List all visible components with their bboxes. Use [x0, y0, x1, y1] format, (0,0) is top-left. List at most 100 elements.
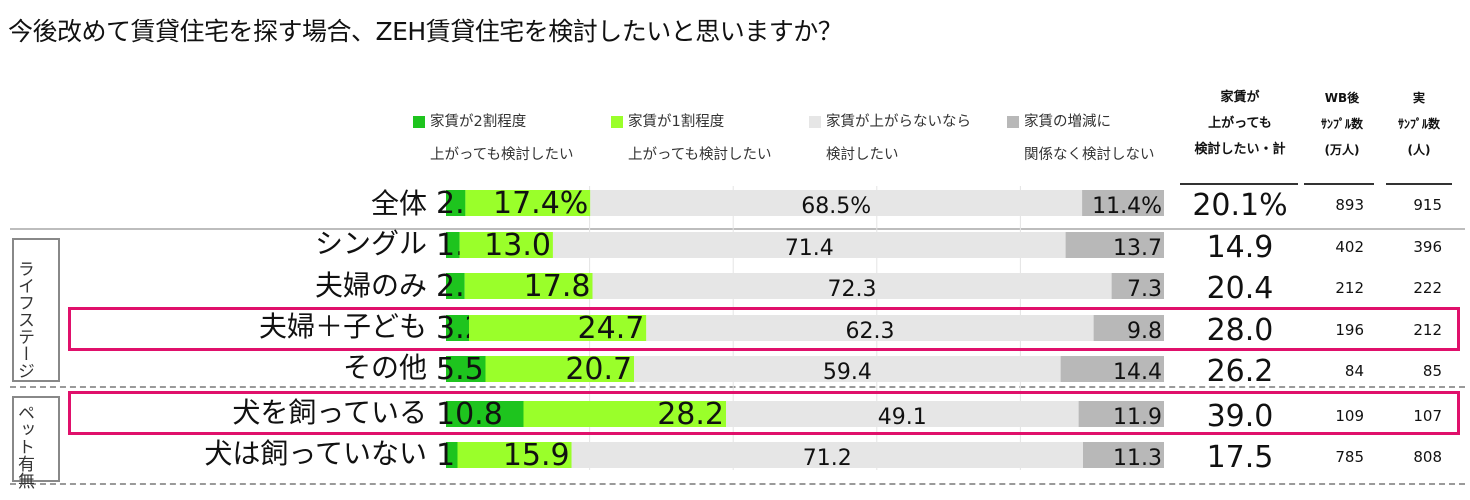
bar-value-label: 59.4	[823, 360, 872, 385]
bar-segment	[1093, 315, 1164, 341]
bar-segment	[446, 356, 486, 382]
wb-sample-value: 196	[1335, 321, 1364, 339]
bar-segment	[446, 273, 465, 299]
row-label-single: シングル	[314, 227, 427, 260]
bar-segment	[446, 442, 458, 468]
bar-value-label: 10.8	[436, 397, 503, 432]
bar-segment	[726, 401, 1079, 427]
legend-label-3a: 家賃が上がらないなら	[826, 114, 971, 130]
sum-value: 20.1%	[1192, 188, 1287, 223]
sum-column-header: 家賃が 上がっても 検討したい・計	[1180, 85, 1300, 163]
sum-header-line2: 上がっても	[1208, 116, 1272, 131]
real-sample-value: 222	[1413, 279, 1442, 297]
sum-value: 28.0	[1207, 313, 1274, 348]
bar-value-label: 71.2	[803, 446, 852, 471]
life-stage-group-label: ライフステージ	[14, 260, 34, 379]
bar-segment	[553, 232, 1066, 258]
bar-value-label: 49.1	[878, 405, 927, 430]
row-label-no-dog: 犬は飼っていない	[204, 437, 427, 470]
highlight-couple-kids-row	[68, 307, 1460, 351]
bar-value-label: 20.7	[565, 352, 632, 387]
row-label-total: 全体	[370, 187, 427, 220]
bar-segment	[590, 190, 1083, 216]
bar-segment	[459, 232, 553, 258]
real-column-rule	[1386, 183, 1452, 185]
row-label-other: その他	[342, 351, 427, 384]
legend-label-1a: 家賃が2割程度	[430, 114, 527, 130]
divider-after-total	[10, 228, 1465, 230]
pet-group-box: ペット有無	[12, 396, 60, 489]
bar-segment	[485, 356, 635, 382]
bar-segment	[464, 273, 593, 299]
legend-label-4a: 家賃の増減に	[1024, 114, 1111, 130]
legend-label-2a: 家賃が1割程度	[628, 114, 725, 130]
real-column-header: 実 ｻﾝﾌﾟﾙ数 (人)	[1384, 85, 1454, 163]
bar-value-label: 13.0	[484, 228, 551, 263]
bar-segment	[1060, 356, 1164, 382]
sum-value: 17.5	[1207, 440, 1274, 475]
bar-segment	[469, 315, 647, 341]
sum-header-line1: 家賃が	[1220, 90, 1260, 105]
real-sample-value: 915	[1413, 196, 1442, 214]
bar-value-label: 72.3	[828, 277, 877, 302]
wb-sample-value: 785	[1335, 448, 1364, 466]
bar-value-label: 9.8	[1127, 319, 1162, 344]
bar-value-label: 11.3	[1113, 446, 1162, 471]
bar-segment	[1082, 442, 1164, 468]
legend-label-2b: 上がっても検討したい	[628, 147, 772, 163]
wb-header-line3: (万人)	[1324, 143, 1360, 157]
legend-swatch-2	[611, 116, 623, 128]
legend-label-1b: 上がっても検討したい	[430, 147, 574, 163]
real-header-line1: 実	[1412, 91, 1425, 105]
wb-column-rule	[1304, 183, 1374, 185]
bar-segment	[634, 356, 1061, 382]
divider-after-life-stage	[10, 386, 1465, 388]
legend-swatch-4	[1007, 116, 1019, 128]
row-label-couple: 夫婦のみ	[314, 269, 427, 302]
real-header-line3: (人)	[1407, 143, 1431, 157]
bar-value-label: 13.7	[1113, 236, 1162, 261]
wb-header-line2: ｻﾝﾌﾟﾙ数	[1320, 117, 1363, 131]
wb-column-header: WB後 ｻﾝﾌﾟﾙ数 (万人)	[1302, 85, 1382, 163]
life-stage-group-box: ライフステージ	[12, 238, 60, 382]
bar-segment	[465, 190, 591, 216]
sum-column-rule	[1180, 183, 1298, 185]
bar-segment	[523, 401, 726, 427]
bar-value-label: 62.3	[845, 319, 894, 344]
real-sample-value: 107	[1413, 407, 1442, 425]
bar-value-label: 11.4%	[1092, 194, 1162, 219]
bar-segment	[446, 401, 524, 427]
bar-segment	[571, 442, 1083, 468]
wb-sample-value: 109	[1335, 407, 1364, 425]
pet-group-label: ペット有無	[14, 404, 34, 489]
wb-sample-value: 84	[1345, 362, 1364, 380]
bar-value-label: 14.4	[1113, 360, 1162, 385]
wb-header-line1: WB後	[1324, 91, 1360, 105]
sum-header-line3: 検討したい・計	[1194, 142, 1286, 157]
legend-label-4b: 関係なく検討しない	[1024, 147, 1155, 163]
highlight-dog-owner-row	[68, 391, 1460, 435]
row-label-couple-kids: 夫婦＋子ども	[258, 310, 427, 343]
bar-segment	[1111, 273, 1164, 299]
divider-bottom	[10, 483, 1465, 485]
bar-value-label: 24.7	[578, 311, 645, 346]
bar-segment	[446, 232, 460, 258]
legend-swatch-3	[809, 116, 821, 128]
bar-value-label: 5.5	[436, 352, 484, 387]
bar-segment	[592, 273, 1112, 299]
bar-value-label: 28.2	[657, 397, 724, 432]
bar-segment	[1078, 401, 1164, 427]
chart-title: 今後改めて賃貸住宅を探す場合、ZEH賃貸住宅を検討したいと思いますか？	[8, 17, 843, 46]
bar-value-label: 68.5%	[801, 194, 871, 219]
bar-value-label: 71.4	[785, 236, 834, 261]
legend-swatch-1	[413, 116, 425, 128]
bar-segment	[446, 315, 469, 341]
bar-value-label: 7.3	[1127, 277, 1162, 302]
real-sample-value: 85	[1423, 362, 1442, 380]
real-sample-value: 808	[1413, 448, 1442, 466]
wb-sample-value: 893	[1335, 196, 1364, 214]
bar-segment	[1082, 190, 1164, 216]
sum-value: 39.0	[1207, 399, 1274, 434]
real-header-line2: ｻﾝﾌﾟﾙ数	[1397, 117, 1440, 131]
